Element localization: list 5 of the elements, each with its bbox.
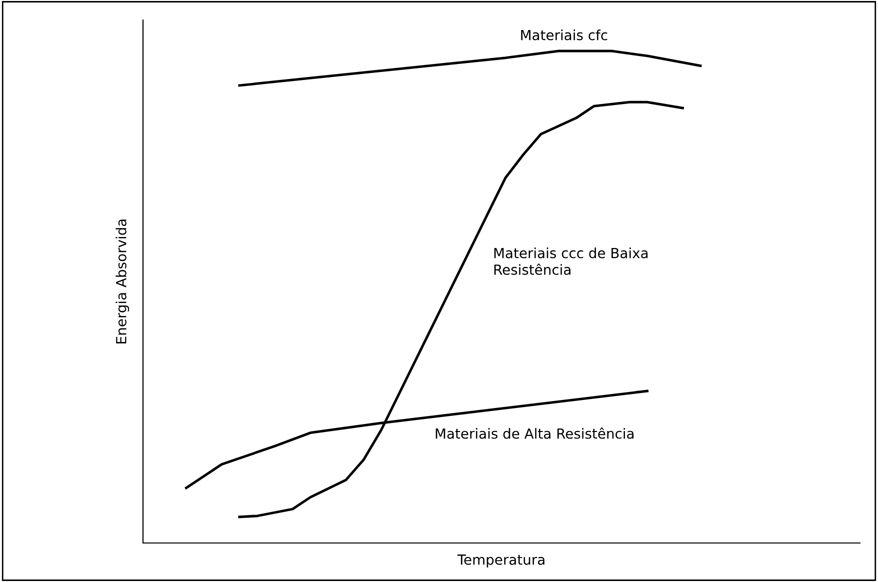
series-label: Materiais de Alta Resistência xyxy=(436,427,634,439)
series-label: Materiais cfc xyxy=(521,30,608,40)
x-axis-title: Temperatura xyxy=(457,554,544,568)
series-label: Materiais ccc de Baixa Resistência xyxy=(494,248,648,275)
y-axis-title: Energia Absorvida xyxy=(116,220,130,344)
